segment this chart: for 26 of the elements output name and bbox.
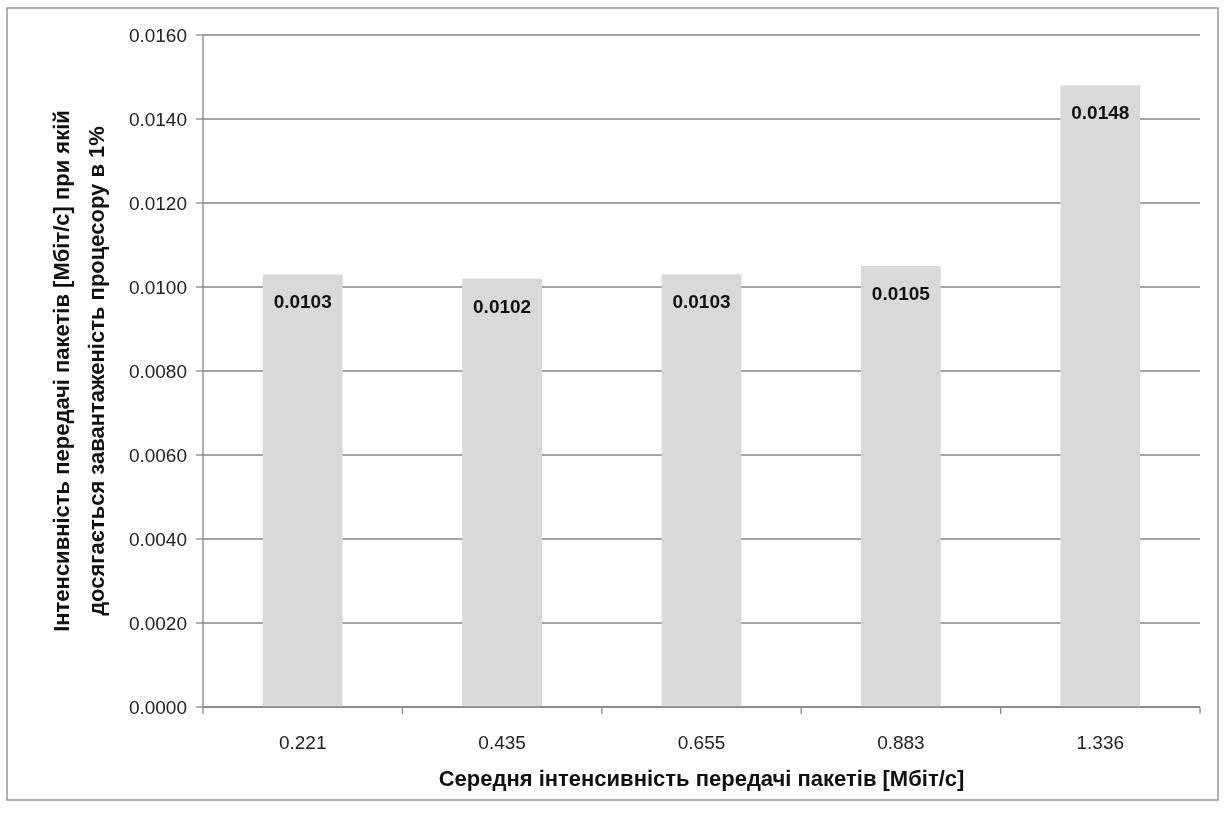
x-tick-label: 1.336: [1076, 732, 1125, 753]
bar: [262, 274, 343, 707]
data-label: 0.0148: [1071, 102, 1130, 124]
text: 0.0160: [128, 24, 187, 46]
text: 0.0000: [128, 696, 187, 718]
x-tick-label: 0.221: [278, 732, 327, 753]
x-tick-label: 0.435: [478, 732, 526, 753]
y-axis-title: Інтенсивність передачі пакетів [Мбіт/с] при якій досягається завантаженість процесору в 1%: [49, 110, 109, 632]
bar: [1060, 85, 1141, 707]
data-label: 0.0103: [672, 291, 731, 313]
bar: [861, 266, 941, 707]
data-label: 0.0103: [273, 291, 332, 313]
text: 0.0100: [128, 276, 187, 298]
text: 0.0040: [128, 528, 187, 550]
text: 0.0120: [128, 192, 187, 214]
x-tick-label: 0.655: [677, 732, 726, 753]
text: 0.0060: [128, 444, 187, 466]
text: 0.0140: [128, 108, 187, 130]
x-tick-label: 0.883: [877, 732, 925, 753]
data-label: 0.0105: [871, 283, 931, 304]
x-axis-title: Середня інтенсивність передачі пакетів [Мбіт/с]: [438, 766, 965, 791]
text: 0.0020: [128, 612, 187, 634]
text: 0.0080: [128, 360, 187, 382]
data-label: 0.0102: [473, 295, 532, 317]
bar: [462, 278, 542, 707]
bar: [661, 274, 742, 707]
